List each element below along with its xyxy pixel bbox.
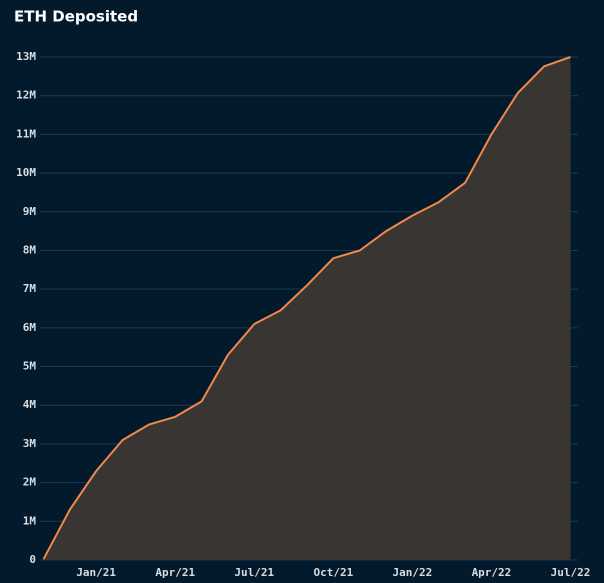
x-tick-label: Jan/21 [76, 566, 116, 579]
x-tick-label: Apr/21 [155, 566, 195, 579]
y-tick-label: 13M [16, 50, 36, 63]
y-tick-label: 0 [29, 553, 36, 566]
y-tick-label: 3M [23, 437, 37, 450]
y-tick-label: 6M [23, 321, 37, 334]
y-tick-label: 1M [23, 514, 37, 527]
y-tick-label: 9M [23, 205, 37, 218]
y-tick-label: 10M [16, 166, 36, 179]
area-fill [43, 57, 571, 560]
y-tick-label: 2M [23, 476, 37, 489]
x-tick-label: Oct/21 [313, 566, 353, 579]
x-tick-label: Jul/22 [551, 566, 591, 579]
y-tick-label: 11M [16, 127, 36, 140]
chart-title: ETH Deposited [14, 8, 138, 26]
x-tick-label: Jul/21 [234, 566, 274, 579]
x-tick-label: Apr/22 [472, 566, 512, 579]
x-tick-label: Jan/22 [393, 566, 433, 579]
y-tick-label: 5M [23, 360, 37, 373]
line [42, 56, 571, 560]
y-tick-label: 8M [23, 243, 37, 256]
y-tick-label: 7M [23, 282, 37, 295]
y-tick-label: 12M [16, 89, 36, 102]
y-tick-label: 4M [23, 398, 37, 411]
